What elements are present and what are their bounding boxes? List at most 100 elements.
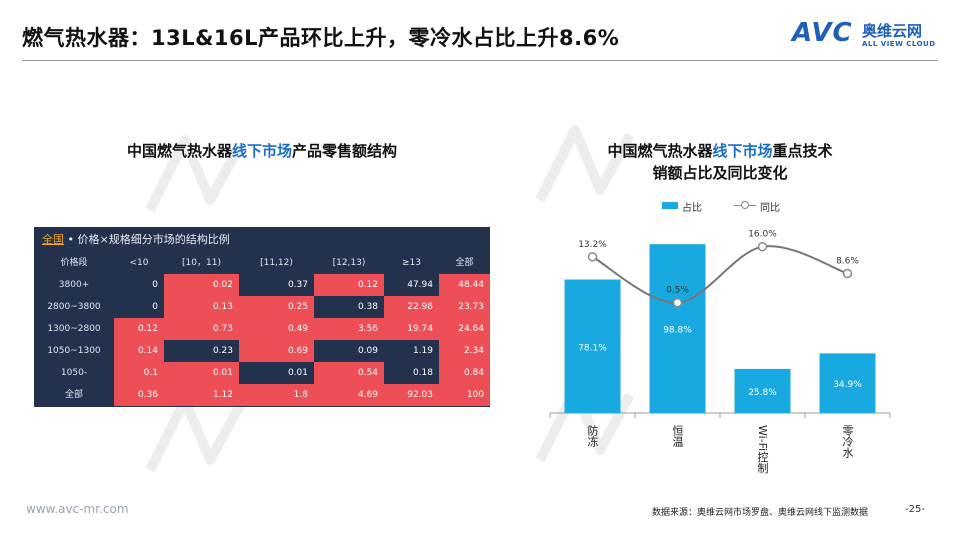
legend-line-marker: [741, 201, 749, 209]
table-cell: 0.12: [114, 318, 164, 340]
table-row-label: 1050~1300: [47, 346, 101, 356]
table-cell: 0.37: [287, 280, 308, 290]
x-axis-category-label: Wi-Fi控制: [756, 425, 769, 473]
chart-title-post: 重点技术: [772, 142, 833, 160]
bar-value-label: 25.8%: [748, 388, 777, 398]
table-cell: 0.69: [239, 340, 314, 362]
x-axis-category-label: 防冻: [586, 424, 599, 447]
chart-title-pre: 中国燃气热水器: [607, 142, 713, 160]
table-cell: 0.12: [314, 274, 384, 296]
table-column-header: ≥13: [402, 258, 421, 268]
table-column-header: <10: [129, 258, 149, 268]
table-cell: 0.23: [212, 346, 233, 356]
legend-line-label: 同比: [760, 203, 780, 214]
table-row-label: 1050-: [60, 368, 88, 378]
table-cell: 0.09: [357, 346, 378, 356]
watermark-mark: [145, 395, 245, 473]
table-cell: 92.03: [384, 384, 439, 406]
legend-bar-label: 占比: [682, 203, 702, 214]
yoy-value-label: 0.5%: [666, 286, 689, 296]
table-column-header: [10，11): [182, 258, 221, 268]
bar: [564, 279, 621, 413]
bar: [819, 353, 876, 413]
yoy-point: [587, 252, 598, 262]
table-cell: 48.44: [439, 274, 490, 296]
yoy-line: [592, 245, 848, 304]
x-axis-category-label: 恒温: [671, 425, 684, 447]
yoy-value-label: 16.0%: [748, 230, 777, 240]
chart-title-highlight: 线下市场: [712, 142, 773, 160]
table-caption: 全国 • 价格×规格细分市场的结构比例: [34, 227, 490, 252]
table-column-header: [12,13): [332, 258, 366, 268]
table-scope-link[interactable]: 全国: [42, 233, 64, 246]
site-url[interactable]: www.avc-mr.com: [26, 502, 129, 516]
title-divider: [22, 60, 938, 61]
table-cell: 0.02: [164, 274, 239, 296]
bar-value-label: 34.9%: [833, 380, 862, 390]
page-number: -25-: [905, 504, 925, 515]
table-cell: 0.01: [164, 362, 239, 384]
table-title-post: 产品零售额结构: [292, 142, 398, 160]
yoy-point: [672, 297, 683, 308]
table-cell: 100: [439, 384, 490, 406]
table-title-pre: 中国燃气热水器: [126, 142, 232, 160]
table-cell: 0.1: [114, 362, 164, 384]
table-cell: 19.74: [384, 318, 439, 340]
table-cell: 47.94: [407, 280, 433, 290]
table-cell: 1.19: [412, 346, 433, 356]
table-row-label: 1300~2800: [47, 324, 101, 334]
page-title: 燃气热水器：13L&16L产品环比上升，零冷水占比上升8.6%: [22, 26, 620, 50]
table-row-label: 2800~3800: [47, 302, 101, 312]
table-cell: 0.54: [314, 362, 384, 384]
bar-value-label: 78.1%: [578, 343, 607, 353]
table-cell: 3.56: [314, 318, 384, 340]
x-axis-category-label: 零冷水: [841, 425, 854, 458]
table-cell: 0.25: [239, 296, 314, 318]
table-cell: 23.73: [439, 296, 490, 318]
bar-value-label: 98.8%: [663, 326, 692, 336]
avc-logo: AVC 奥维云网 ALL VIEW CLOUD: [792, 18, 942, 54]
table-cell: 0.18: [412, 368, 433, 378]
table-cell: 22.98: [384, 296, 439, 318]
data-source: 数据来源：奥维云网市场罗盘、奥维云网线下监测数据: [652, 508, 869, 518]
table-column-header: [11,12): [260, 258, 293, 268]
logo-mark: AVC: [792, 18, 853, 48]
legend-bar-swatch: [662, 202, 678, 209]
table-row-label: 3800+: [58, 280, 90, 290]
table-caption-text: • 价格×规格细分市场的结构比例: [64, 233, 230, 246]
table-row-label: 全部: [64, 390, 83, 400]
table-cell: 0.73: [164, 318, 239, 340]
table-cell: 1.12: [164, 384, 239, 406]
table-cell: 0.14: [114, 340, 164, 362]
table-cell: 0: [152, 280, 158, 290]
table-cell: 0.38: [357, 302, 378, 312]
chart-panel-title: 中国燃气热水器线下市场重点技术 销额占比及同比变化: [540, 140, 900, 184]
table-cell: 1.8: [239, 384, 314, 406]
chart-title-line2: 销额占比及同比变化: [652, 164, 788, 182]
logo-cn-name: 奥维云网: [862, 22, 923, 40]
bar: [734, 368, 791, 413]
table-cell: 0.49: [239, 318, 314, 340]
yoy-value-label: 8.6%: [836, 256, 859, 266]
table-cell: 0.84: [439, 362, 490, 384]
table-cell: 0.01: [287, 368, 308, 378]
table-title-highlight: 线下市场: [231, 142, 292, 160]
table-grid: 价格段 <10 [10，11) [11,12) [12,13) ≥13 全部 3800+ 0 0.…: [34, 252, 490, 407]
table-cell: 0: [152, 302, 158, 312]
yoy-point: [757, 241, 768, 252]
yoy-point: [842, 268, 853, 279]
yoy-value-label: 13.2%: [578, 240, 607, 250]
table-panel-title: 中国燃气热水器线下市场产品零售额结构: [34, 140, 490, 162]
table-cell: 24.64: [439, 318, 490, 340]
table-cell: 2.34: [439, 340, 490, 362]
tech-share-chart: 78.1% 98.8% 25.8% 34.9% 13.2% 0.5% 16.0% 8.6% 防冻…: [549, 230, 891, 473]
table-cell: 0.36: [114, 384, 164, 406]
table-cell: 4.69: [314, 384, 384, 406]
table-column-header: 全部: [455, 258, 474, 268]
structure-table: 全国 • 价格×规格细分市场的结构比例 价格段 <10 [10，11) [11,12)…: [34, 227, 490, 407]
table-cell: 0.13: [164, 296, 239, 318]
logo-en-name: ALL VIEW CLOUD: [862, 40, 936, 48]
table-column-header: 价格段: [60, 258, 88, 268]
bar: [649, 244, 706, 413]
chart-title-line1: 中国燃气热水器线下市场重点技术: [540, 140, 900, 162]
